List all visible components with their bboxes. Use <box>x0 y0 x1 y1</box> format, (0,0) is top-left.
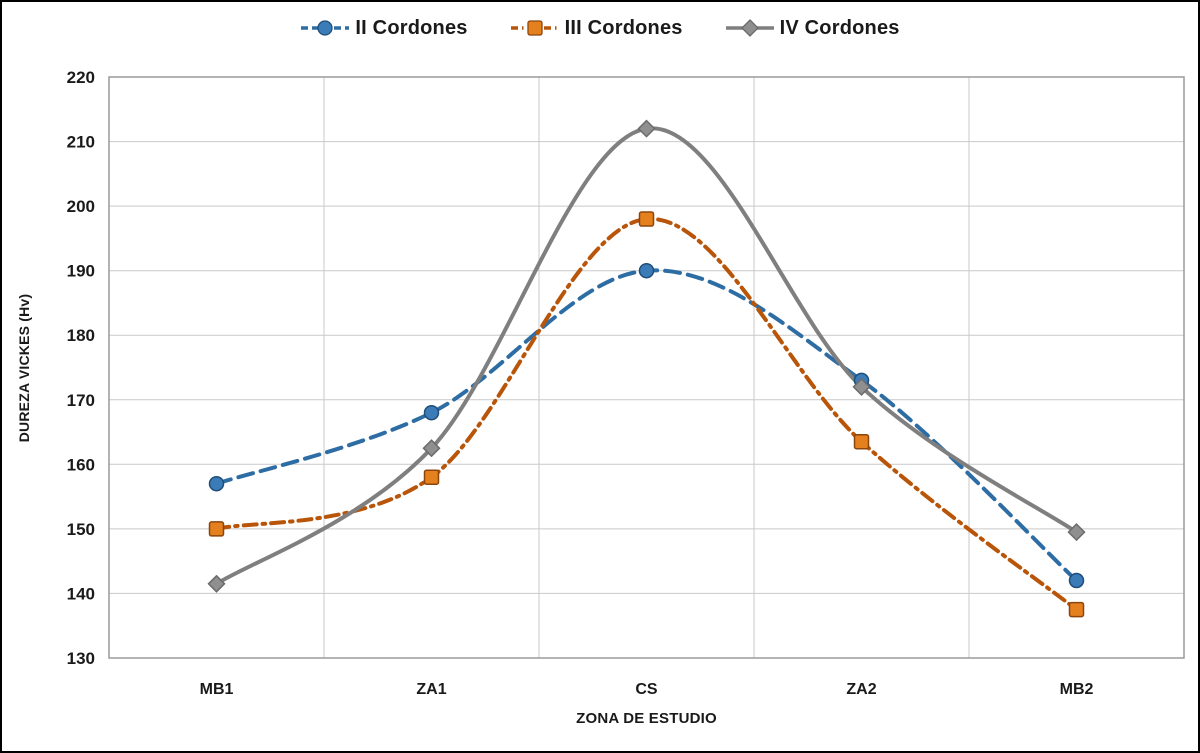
series-line <box>214 268 1079 583</box>
y-tick-label: 170 <box>67 391 95 410</box>
x-category-label: MB2 <box>1060 681 1094 698</box>
series-line <box>214 216 1079 612</box>
data-point-marker <box>1067 523 1086 542</box>
y-tick-label: 200 <box>67 197 95 216</box>
legend-label: II Cordones <box>355 16 468 39</box>
y-tick-label: 160 <box>67 455 95 474</box>
legend-item: IV Cordones <box>725 17 900 40</box>
x-axis-title: ZONA DE ESTUDIO <box>576 710 717 727</box>
y-tick-label: 220 <box>67 68 95 87</box>
legend-item: II Cordones <box>300 17 467 40</box>
y-tick-label: 130 <box>67 649 95 668</box>
y-axis-title: DUREZA VICKES (Hv) <box>16 293 32 443</box>
y-tick-label: 190 <box>67 262 95 281</box>
data-point-marker <box>317 20 334 36</box>
data-point-marker <box>638 262 655 279</box>
legend-label: III Cordones <box>564 16 683 39</box>
legend-swatch <box>301 20 350 36</box>
x-category-label: ZA1 <box>416 681 446 698</box>
data-point-marker <box>208 475 225 492</box>
x-category-label: ZA2 <box>846 681 876 698</box>
plot-border <box>108 76 1185 659</box>
legend-swatch <box>725 19 774 37</box>
data-point-marker <box>1068 601 1085 618</box>
legend-swatch <box>510 20 559 36</box>
x-category-label: MB1 <box>200 681 234 698</box>
data-point-marker <box>423 404 440 421</box>
data-point-marker <box>637 119 656 138</box>
series-line <box>214 126 1079 586</box>
y-tick-label: 180 <box>67 326 95 345</box>
data-point-marker <box>638 211 655 227</box>
y-tick-label: 210 <box>67 133 95 152</box>
y-tick-label: 140 <box>67 584 95 603</box>
data-point-marker <box>422 439 441 458</box>
data-point-marker <box>1068 572 1085 589</box>
y-tick-label: 150 <box>67 520 95 539</box>
data-point-marker <box>740 19 759 37</box>
legend-item: III Cordones <box>510 17 683 40</box>
x-category-label: CS <box>635 681 658 698</box>
legend: II Cordones III Cordones IV Cordones <box>2 10 1198 46</box>
data-point-marker <box>207 574 226 593</box>
data-point-marker <box>526 20 543 36</box>
data-point-marker <box>423 469 440 485</box>
data-point-marker <box>852 377 871 396</box>
legend-label: IV Cordones <box>779 16 900 39</box>
data-point-marker <box>853 433 870 450</box>
data-point-marker <box>208 521 225 537</box>
